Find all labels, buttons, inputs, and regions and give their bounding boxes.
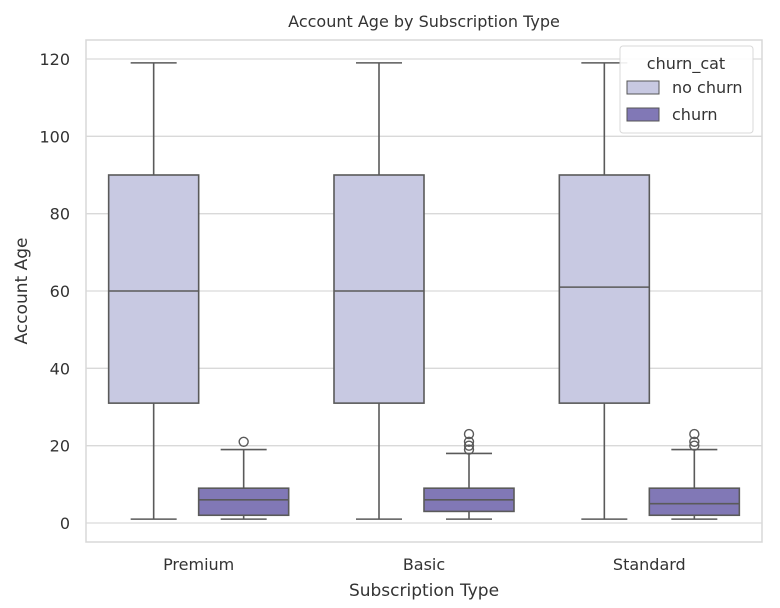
outlier-point bbox=[689, 428, 700, 440]
y-tick-label-20: 20 bbox=[50, 437, 70, 456]
outlier-point bbox=[463, 428, 475, 440]
y-tick-label-40: 40 bbox=[50, 359, 70, 378]
box-standard-no-churn bbox=[558, 62, 651, 520]
box-iqr bbox=[333, 174, 425, 404]
legend-label-no-churn: no churn bbox=[672, 78, 743, 97]
y-tick-label-60: 60 bbox=[50, 282, 70, 301]
x-tick-label-basic: Basic bbox=[403, 555, 445, 574]
outlier-point bbox=[238, 436, 249, 447]
outlier-point bbox=[463, 436, 475, 447]
outlier-point bbox=[689, 440, 700, 451]
y-tick-label-0: 0 bbox=[60, 514, 70, 533]
y-tick-label-80: 80 bbox=[50, 205, 70, 224]
y-tick-label-120: 120 bbox=[39, 50, 70, 69]
box-premium-no-churn bbox=[107, 62, 200, 520]
legend-swatch-churn bbox=[626, 107, 660, 122]
y-axis-label: Account Age bbox=[12, 238, 32, 345]
y-tick-label-100: 100 bbox=[39, 127, 70, 146]
box-basic-churn bbox=[423, 428, 515, 520]
legend: churn_cat no churn churn bbox=[619, 45, 754, 134]
box-basic-no-churn bbox=[333, 62, 425, 520]
x-tick-label-standard: Standard bbox=[613, 555, 686, 574]
box-iqr bbox=[197, 487, 290, 517]
box-iqr bbox=[558, 174, 651, 404]
x-axis-ticks: Premium Basic Standard bbox=[163, 555, 686, 574]
box-plots bbox=[107, 62, 741, 520]
box-standard-churn bbox=[648, 428, 741, 520]
outlier-point bbox=[463, 444, 475, 455]
box-iqr bbox=[107, 174, 200, 404]
legend-label-churn: churn bbox=[672, 105, 718, 124]
box-premium-churn bbox=[197, 436, 290, 520]
outlier-point bbox=[689, 436, 700, 447]
legend-swatch-no-churn bbox=[626, 80, 660, 95]
chart-title: Account Age by Subscription Type bbox=[288, 12, 560, 31]
y-axis-ticks: 0 20 40 60 80 100 120 bbox=[39, 50, 70, 533]
outlier-point bbox=[463, 440, 475, 451]
x-tick-label-premium: Premium bbox=[163, 555, 234, 574]
x-axis-label: Subscription Type bbox=[349, 581, 499, 601]
box-iqr bbox=[648, 487, 741, 517]
legend-title: churn_cat bbox=[647, 54, 725, 74]
